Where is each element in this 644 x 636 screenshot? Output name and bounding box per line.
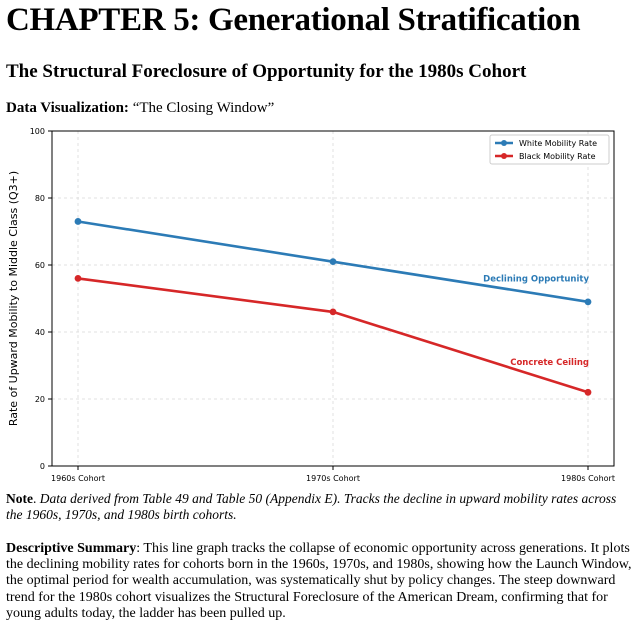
legend-swatch-marker bbox=[501, 153, 507, 159]
data-point bbox=[329, 308, 337, 316]
summary-text: This line graph tracks the collapse of e… bbox=[6, 541, 632, 621]
annotation-label: Declining Opportunity bbox=[483, 274, 589, 284]
annotation-label: Concrete Ceiling bbox=[510, 358, 589, 368]
data-point bbox=[584, 298, 592, 306]
annotations: Declining Opportunity Concrete Ceiling bbox=[483, 274, 589, 368]
y-tick-label: 0 bbox=[40, 462, 45, 471]
visualization-caption-label: Data Visualization: bbox=[6, 100, 129, 116]
y-tick-label: 60 bbox=[35, 261, 45, 270]
chapter-title: CHAPTER 5: Generational Stratification bbox=[6, 2, 581, 38]
data-point bbox=[74, 218, 82, 225]
y-axis-label: Rate of Upward Mobility to Middle Class … bbox=[7, 171, 20, 426]
data-point bbox=[329, 258, 337, 266]
legend-entry-label: Black Mobility Rate bbox=[519, 152, 596, 161]
legend-entry-label: White Mobility Rate bbox=[519, 139, 597, 148]
legend-box bbox=[489, 134, 610, 165]
y-tick-label: 80 bbox=[35, 194, 45, 203]
section-subtitle: The Structural Foreclosure of Opportunit… bbox=[6, 61, 527, 82]
legend: White Mobility Rate Black Mobility Rate bbox=[489, 134, 610, 165]
series-layer bbox=[74, 218, 592, 396]
note-text: Data derived from Table 49 and Table 50 … bbox=[6, 491, 617, 522]
x-ticks: 1960s Cohort 1970s Cohort 1980s Cohort bbox=[51, 466, 615, 483]
y-ticks: 0 20 40 60 80 100 bbox=[30, 127, 52, 471]
visualization-caption: Data Visualization: “The Closing Window” bbox=[6, 100, 274, 117]
note-label: Note bbox=[6, 491, 33, 506]
data-point bbox=[584, 388, 592, 396]
mobility-line-chart: 0 20 40 60 80 100 1960s Cohort 1970s Cohort 198… bbox=[7, 127, 615, 483]
legend-swatch-marker bbox=[501, 140, 507, 146]
grid-layer bbox=[52, 130, 614, 467]
y-tick-label: 40 bbox=[35, 328, 45, 337]
figure-note: Note. Data derived from Table 49 and Tab… bbox=[6, 491, 617, 522]
y-tick-label: 100 bbox=[30, 127, 45, 136]
descriptive-summary: Descriptive Summary: This line graph tra… bbox=[6, 541, 632, 621]
visualization-caption-text: “The Closing Window” bbox=[132, 100, 275, 116]
data-point bbox=[74, 275, 82, 282]
summary-label: Descriptive Summary bbox=[6, 541, 137, 556]
y-tick-label: 20 bbox=[35, 395, 45, 404]
x-tick-label: 1980s Cohort bbox=[561, 474, 615, 483]
x-tick-label: 1970s Cohort bbox=[306, 474, 360, 483]
x-tick-label: 1960s Cohort bbox=[51, 474, 105, 483]
